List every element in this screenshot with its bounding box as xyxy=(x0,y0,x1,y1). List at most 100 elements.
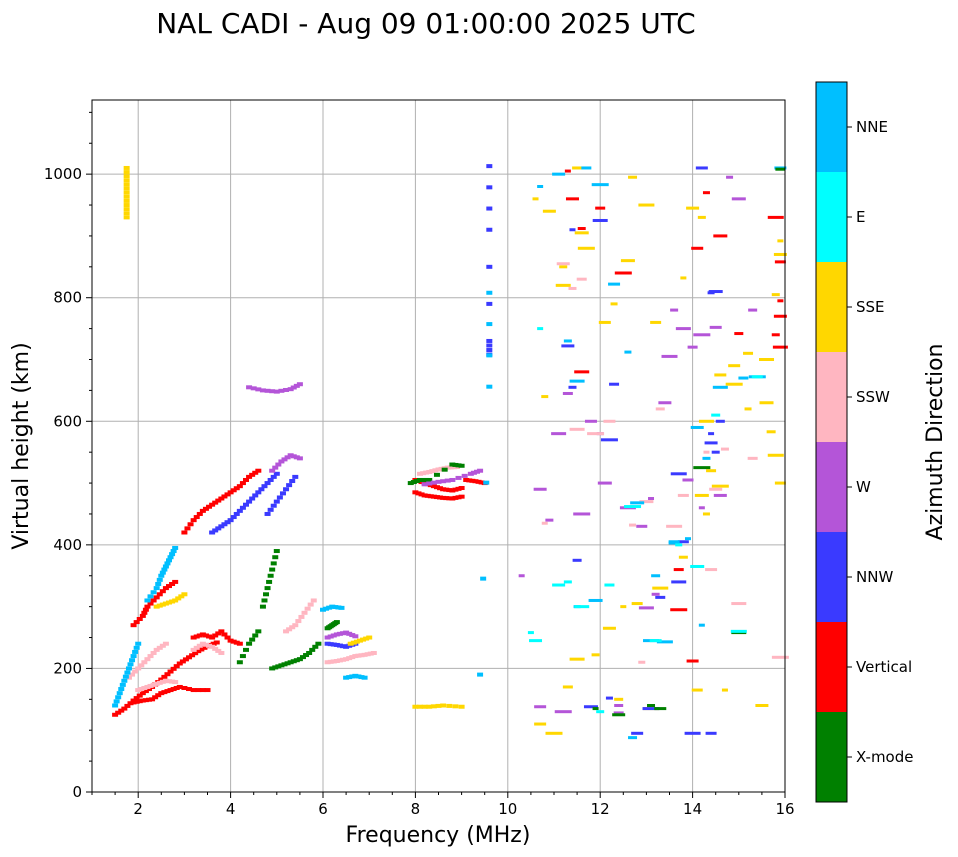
echo-mark xyxy=(283,387,290,392)
echo-mark xyxy=(279,491,286,496)
echo-mark xyxy=(698,419,714,423)
echo-mark xyxy=(455,495,462,500)
echo-mark xyxy=(239,481,246,486)
echo-mark xyxy=(303,653,310,658)
colorbar-label: X-mode xyxy=(856,748,913,766)
echo-mark xyxy=(166,584,172,589)
echo-mark xyxy=(255,387,262,392)
echo-mark xyxy=(252,493,259,498)
echo-mark xyxy=(486,264,493,269)
echo-mark xyxy=(767,215,784,219)
echo-mark xyxy=(747,456,758,460)
echo-mark xyxy=(340,657,347,662)
echo-mark xyxy=(424,493,431,498)
colorbar-label: SSE xyxy=(856,298,885,316)
echo-mark xyxy=(577,246,595,250)
echo-mark xyxy=(209,635,216,640)
echo-mark xyxy=(418,480,425,485)
echo-mark xyxy=(577,227,586,231)
echo-mark xyxy=(738,376,749,380)
echo-mark xyxy=(233,511,240,516)
echo-mark xyxy=(227,638,234,643)
echo-mark xyxy=(296,382,303,387)
echo-mark xyxy=(199,632,206,637)
echo-mark xyxy=(149,697,156,702)
echo-mark xyxy=(138,687,145,692)
echo-mark xyxy=(199,508,206,513)
echo-mark xyxy=(135,688,142,693)
echo-mark xyxy=(561,344,575,348)
echo-mark xyxy=(293,658,300,663)
echo-mark xyxy=(728,364,741,368)
echo-mark xyxy=(702,456,711,460)
echo-mark xyxy=(112,712,119,717)
colorbar-swatch xyxy=(816,712,847,802)
echo-mark xyxy=(597,481,612,485)
echo-mark xyxy=(153,586,160,591)
echo-mark xyxy=(684,537,691,541)
echo-mark xyxy=(767,453,784,457)
echo-mark xyxy=(215,631,222,636)
echo-mark xyxy=(112,703,119,708)
echo-mark xyxy=(239,505,246,510)
echo-mark xyxy=(258,487,265,492)
echo-mark xyxy=(186,655,193,660)
echo-mark xyxy=(270,561,277,566)
echo-mark xyxy=(135,641,142,646)
echo-mark xyxy=(614,697,624,701)
echo-mark xyxy=(164,672,171,677)
echo-mark xyxy=(449,462,456,467)
echo-mark xyxy=(329,604,336,609)
echo-mark xyxy=(684,731,701,735)
echo-mark xyxy=(486,343,493,348)
echo-mark xyxy=(246,385,253,390)
echo-mark xyxy=(236,484,243,489)
echo-mark xyxy=(648,497,655,501)
echo-mark xyxy=(478,480,485,485)
echo-mark xyxy=(656,640,673,644)
echo-mark xyxy=(287,387,294,392)
echo-mark xyxy=(162,586,169,591)
echo-mark xyxy=(629,523,637,527)
colorbar: X-mode Vertical NNW W SSW SSE E NNE xyxy=(815,81,913,803)
echo-mark xyxy=(147,594,154,599)
echo-mark xyxy=(430,494,437,499)
echo-mark xyxy=(250,386,257,391)
echo-mark xyxy=(711,450,720,454)
echo-mark xyxy=(591,653,600,657)
echo-mark xyxy=(202,642,209,647)
echo-mark xyxy=(655,407,665,411)
echo-mark xyxy=(281,662,288,667)
echo-mark xyxy=(584,419,597,423)
echo-mark xyxy=(269,389,276,394)
echo-mark xyxy=(327,659,334,664)
echo-mark xyxy=(239,654,246,659)
colorbar-label: Vertical xyxy=(856,658,912,676)
echo-mark xyxy=(705,568,718,572)
echo-mark xyxy=(196,643,203,648)
echo-mark xyxy=(429,469,436,474)
echo-mark xyxy=(130,623,137,628)
echo-mark xyxy=(224,492,231,497)
echo-mark xyxy=(486,322,493,327)
echo-mark xyxy=(166,558,172,563)
echo-mark xyxy=(440,703,447,708)
echo-mark xyxy=(440,479,447,484)
echo-mark xyxy=(273,389,280,394)
echo-mark xyxy=(455,475,462,480)
echo-mark xyxy=(352,634,359,639)
echo-mark xyxy=(532,197,539,201)
colorbar-swatch xyxy=(816,622,847,712)
echo-mark xyxy=(486,290,493,295)
echo-mark xyxy=(227,518,234,523)
echo-mark xyxy=(773,314,787,318)
echo-mark xyxy=(426,477,433,482)
echo-mark xyxy=(572,166,583,170)
echo-mark xyxy=(138,663,145,668)
echo-mark xyxy=(246,474,253,479)
echo-mark xyxy=(249,637,256,642)
x-tick-label: 2 xyxy=(133,800,143,818)
echo-mark xyxy=(215,648,222,653)
echo-mark xyxy=(123,211,130,216)
echo-mark xyxy=(591,183,609,187)
